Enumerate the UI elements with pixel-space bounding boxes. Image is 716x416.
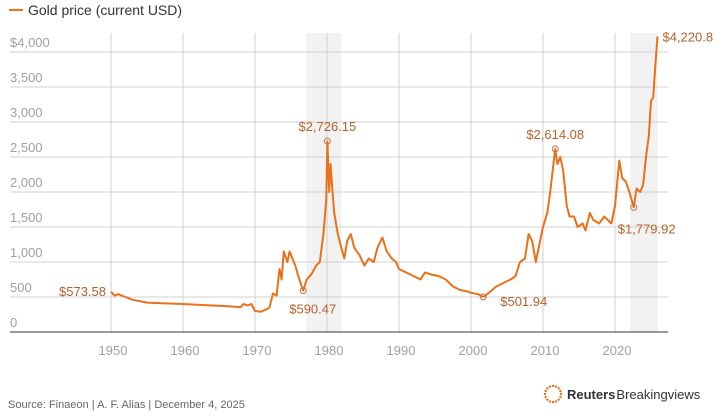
x-tick-label: 1990 — [387, 343, 416, 358]
annotation-label: $590.47 — [289, 302, 336, 317]
annotation-marker — [630, 203, 638, 211]
annotation-label: $2,726.15 — [298, 119, 356, 134]
annotation-marker — [299, 287, 307, 295]
gold-price-line — [110, 36, 659, 313]
annotation-marker — [479, 293, 487, 301]
y-tick-label: 0 — [10, 315, 17, 330]
x-tick-label: 1980 — [315, 343, 344, 358]
logo-text: Breakingviews — [616, 386, 701, 402]
annotation-label: $2,614.08 — [526, 127, 584, 142]
legend: Gold price (current USD) — [9, 2, 182, 18]
source-note: Source: Finaeon | A. F. Alias | December… — [8, 399, 245, 411]
x-tick-label: 2020 — [603, 343, 632, 358]
x-tick-label: 1950 — [99, 343, 128, 358]
y-tick-label: 500 — [10, 280, 32, 295]
y-tick-label: 1,500 — [10, 210, 43, 225]
logo-bold-text: Reuters — [567, 386, 616, 402]
y-tick-label: $4,000 — [10, 35, 50, 50]
annotation-label: $501.94 — [500, 294, 547, 309]
y-tick-label: 2,000 — [10, 175, 43, 190]
x-tick-label: 2000 — [459, 343, 488, 358]
legend-label: Gold price (current USD) — [28, 2, 183, 18]
reuters-breakingviews-logo: Reuters Breakingviews — [542, 383, 700, 405]
annotation-marker — [551, 145, 559, 153]
x-tick-label: 1960 — [171, 343, 200, 358]
y-tick-label: 1,000 — [10, 245, 43, 260]
x-tick-label: 2010 — [531, 343, 560, 358]
y-tick-label: 3,000 — [10, 105, 43, 120]
y-tick-label: 2,500 — [10, 140, 43, 155]
x-tick-label: 1970 — [243, 343, 272, 358]
shaded-period — [306, 33, 342, 332]
annotation-label: $1,779.92 — [618, 221, 676, 236]
legend-swatch — [9, 9, 23, 11]
annotation-label: $4,220.8 — [662, 30, 713, 45]
annotation-marker — [323, 137, 331, 145]
annotation-label: $573.58 — [59, 284, 106, 299]
reuters-dots-icon — [543, 384, 563, 404]
y-tick-label: 3,500 — [10, 70, 43, 85]
